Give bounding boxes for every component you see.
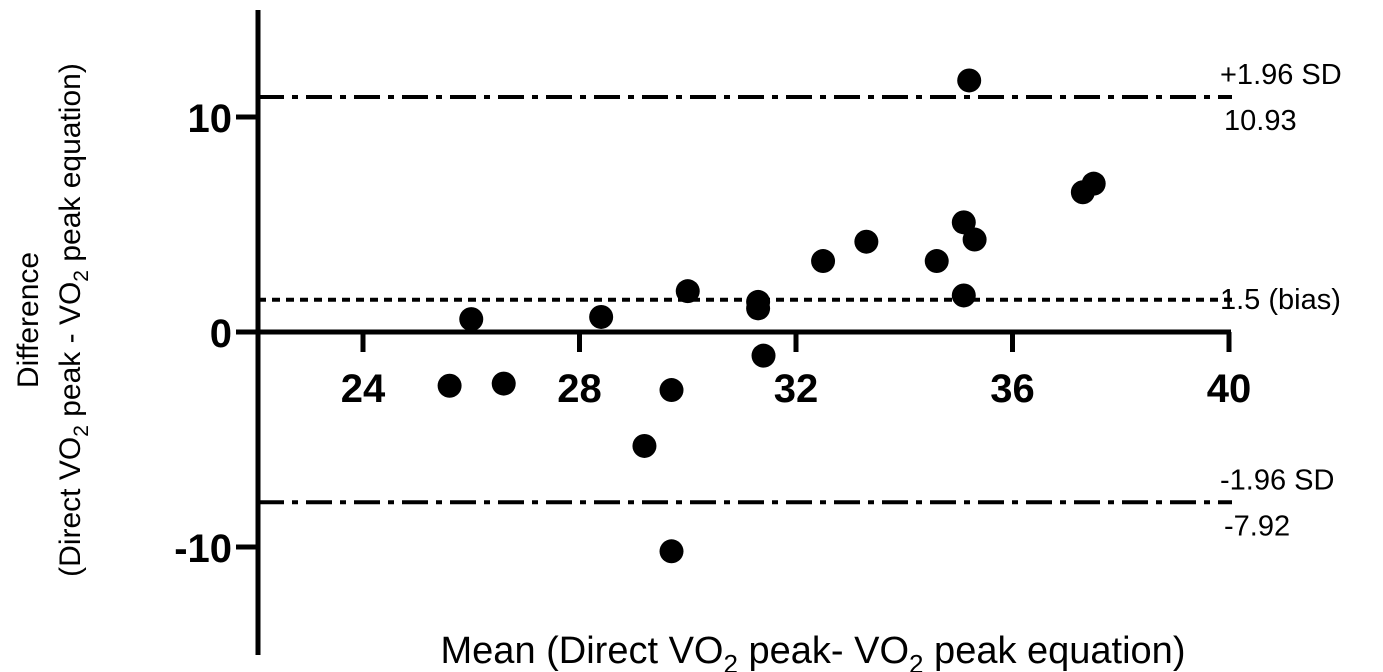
y-axis-ticks: -10 0 10 <box>174 97 258 571</box>
data-point-1 <box>459 307 484 332</box>
y-tick-label-0: 0 <box>210 312 232 356</box>
y-axis-title-line2: (Direct VO2 peak - VO2 peak equation) <box>54 63 93 577</box>
x-tick-label-32: 32 <box>774 367 819 411</box>
reference-label-2-bottom: -7.92 <box>1224 510 1290 542</box>
data-point-9 <box>746 296 771 321</box>
data-point-15 <box>951 283 976 308</box>
reference-label-1: 1.5 (bias) <box>1220 284 1341 316</box>
y-tick-label-10: 10 <box>188 97 233 141</box>
x-tick-label-28: 28 <box>557 367 602 411</box>
data-point-12 <box>854 229 879 254</box>
y-axis-title-line1: Difference <box>12 252 45 388</box>
reference-label-2-top: -1.96 SD <box>1220 464 1334 496</box>
reference-line-labels: +1.96 SD 10.93 1.5 (bias) -1.96 SD -7.92 <box>1220 59 1342 542</box>
data-point-16 <box>957 68 982 93</box>
x-tick-label-40: 40 <box>1207 367 1252 411</box>
data-point-5 <box>659 378 684 403</box>
x-axis-title: Mean (Direct VO2 peak- VO2 peak equation… <box>441 630 1186 672</box>
reference-label-0-bottom: 10.93 <box>1224 105 1297 137</box>
reference-lines <box>258 95 1232 505</box>
data-point-0 <box>437 373 462 398</box>
y-axis-title: Difference (Direct VO2 peak - VO2 peak e… <box>12 63 93 577</box>
data-point-11 <box>811 249 836 274</box>
data-point-2 <box>491 371 516 396</box>
y-tick-label--10: -10 <box>174 527 232 571</box>
data-point-14 <box>951 210 976 235</box>
data-points <box>437 68 1106 564</box>
x-axis-ticks: 24 28 32 36 40 <box>341 332 1252 411</box>
data-point-10 <box>751 343 776 368</box>
reference-label-0-top: +1.96 SD <box>1220 59 1342 91</box>
axes <box>255 10 1231 655</box>
x-tick-label-36: 36 <box>990 367 1035 411</box>
x-tick-label-24: 24 <box>341 367 386 411</box>
data-point-17 <box>962 227 987 252</box>
data-point-7 <box>675 279 700 304</box>
data-point-3 <box>589 304 614 329</box>
data-point-4 <box>632 433 657 458</box>
data-point-6 <box>659 539 684 564</box>
data-point-13 <box>924 249 949 274</box>
data-point-19 <box>1081 171 1106 196</box>
